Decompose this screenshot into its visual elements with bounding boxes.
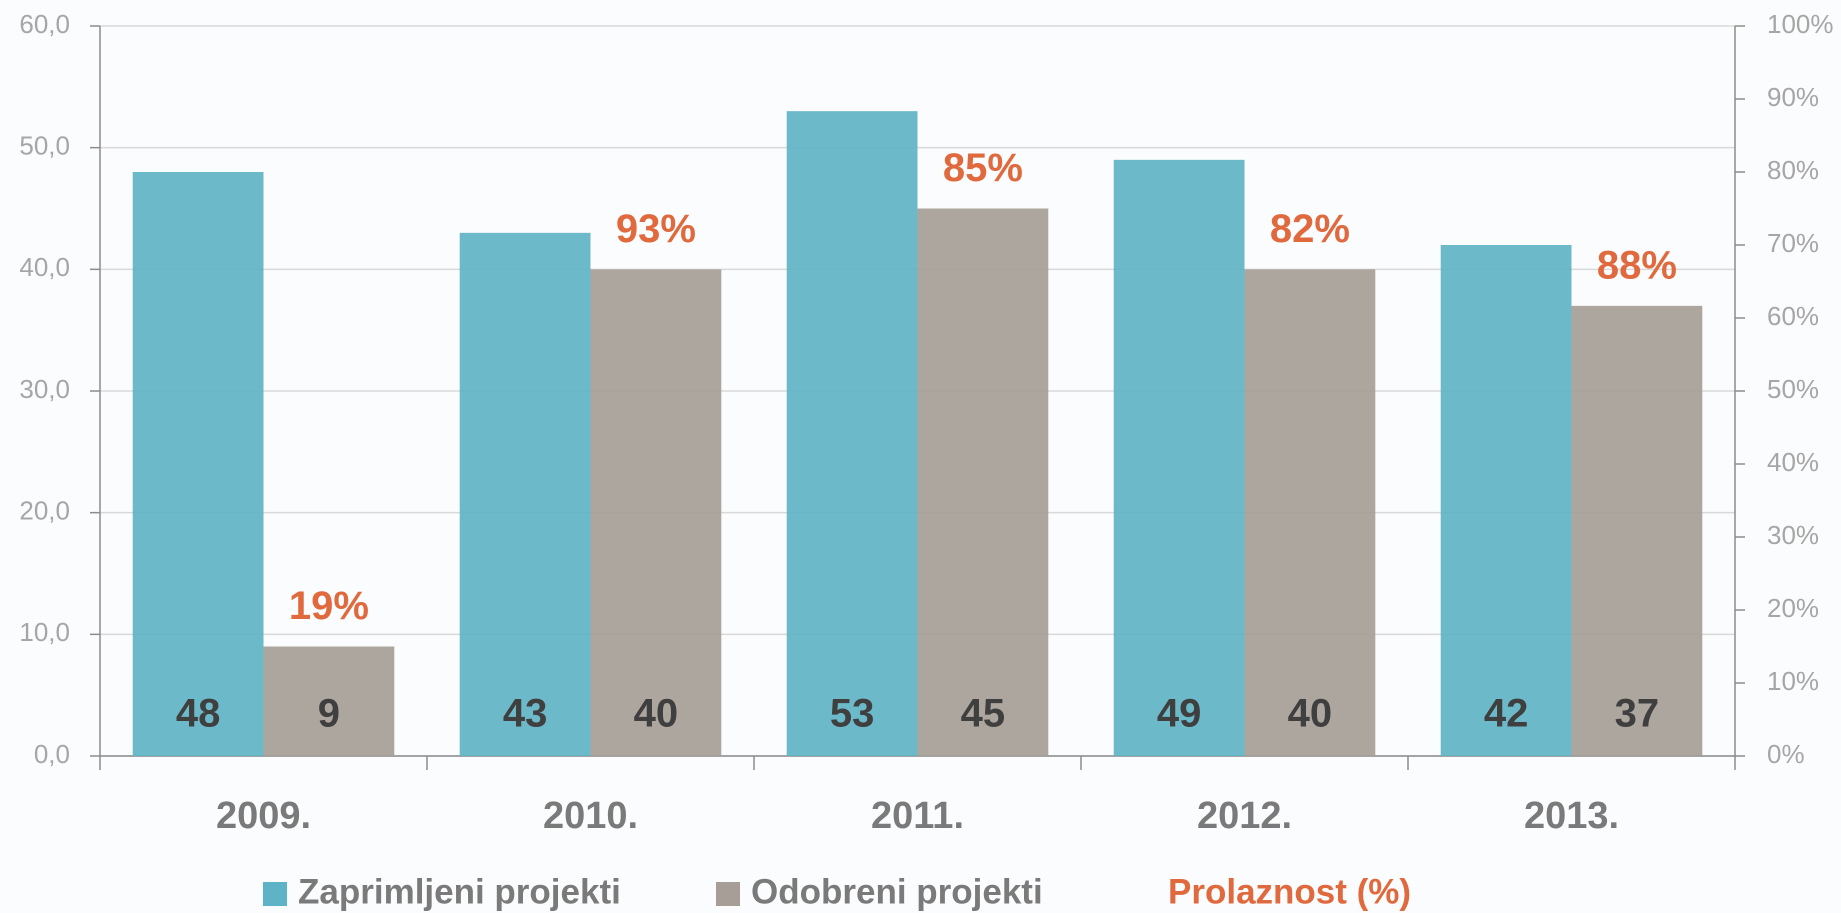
x-tick-label: 2012.: [1197, 795, 1292, 837]
data-label: 42: [1484, 692, 1529, 736]
data-label: 37: [1615, 692, 1660, 736]
y-tick-label: 60,0: [19, 9, 70, 39]
percent-label: 88%: [1597, 243, 1677, 287]
y-tick-label: 30,0: [19, 374, 70, 404]
data-label: 40: [634, 692, 679, 736]
legend-swatch: [716, 882, 740, 906]
data-label: 45: [961, 692, 1006, 736]
y2-tick-label: 20%: [1767, 593, 1819, 623]
percent-label: 82%: [1270, 207, 1350, 251]
legend-label: Zaprimljeni projekti: [298, 872, 621, 911]
legend-swatch: [263, 882, 287, 906]
data-label: 43: [503, 692, 548, 736]
bar: [133, 172, 264, 756]
data-label: 53: [830, 692, 875, 736]
data-label: 49: [1157, 692, 1202, 736]
data-label: 48: [176, 692, 221, 736]
x-tick-label: 2009.: [216, 795, 311, 837]
x-tick-label: 2011.: [871, 795, 964, 837]
y2-tick-label: 0%: [1767, 739, 1805, 769]
legend-label: Odobreni projekti: [751, 872, 1043, 911]
y2-tick-label: 90%: [1767, 82, 1819, 112]
x-tick-label: 2010.: [543, 795, 638, 837]
percent-label: 93%: [616, 207, 696, 251]
y-tick-label: 50,0: [19, 131, 70, 161]
y2-tick-label: 40%: [1767, 447, 1819, 477]
y-tick-label: 40,0: [19, 252, 70, 282]
legend-label: Prolaznost (%): [1168, 872, 1411, 911]
y-tick-label: 10,0: [19, 617, 70, 647]
y2-tick-label: 60%: [1767, 301, 1819, 331]
data-label: 40: [1288, 692, 1333, 736]
y2-tick-label: 30%: [1767, 520, 1819, 550]
bar: [591, 269, 722, 756]
percent-label: 85%: [943, 146, 1023, 190]
y2-tick-label: 50%: [1767, 374, 1819, 404]
bar: [1572, 306, 1703, 756]
bar: [460, 233, 591, 756]
y2-tick-label: 70%: [1767, 228, 1819, 258]
y2-tick-label: 80%: [1767, 155, 1819, 185]
bar: [1441, 245, 1572, 756]
y2-tick-label: 100%: [1767, 9, 1834, 39]
y-tick-label: 20,0: [19, 496, 70, 526]
chart: 0,0 10,0 20,0 30,0 40,0 50,0 60,0 0% 10% 20% 30% 40…: [0, 0, 1841, 913]
bar: [918, 209, 1049, 757]
bar: [1114, 160, 1245, 756]
x-tick-label: 2013.: [1524, 795, 1619, 837]
bar: [787, 111, 918, 756]
y2-tick-label: 10%: [1767, 666, 1819, 696]
percent-label: 19%: [289, 584, 369, 628]
data-label: 9: [318, 692, 340, 736]
bar: [1245, 269, 1376, 756]
y-tick-label: 0,0: [34, 739, 70, 769]
